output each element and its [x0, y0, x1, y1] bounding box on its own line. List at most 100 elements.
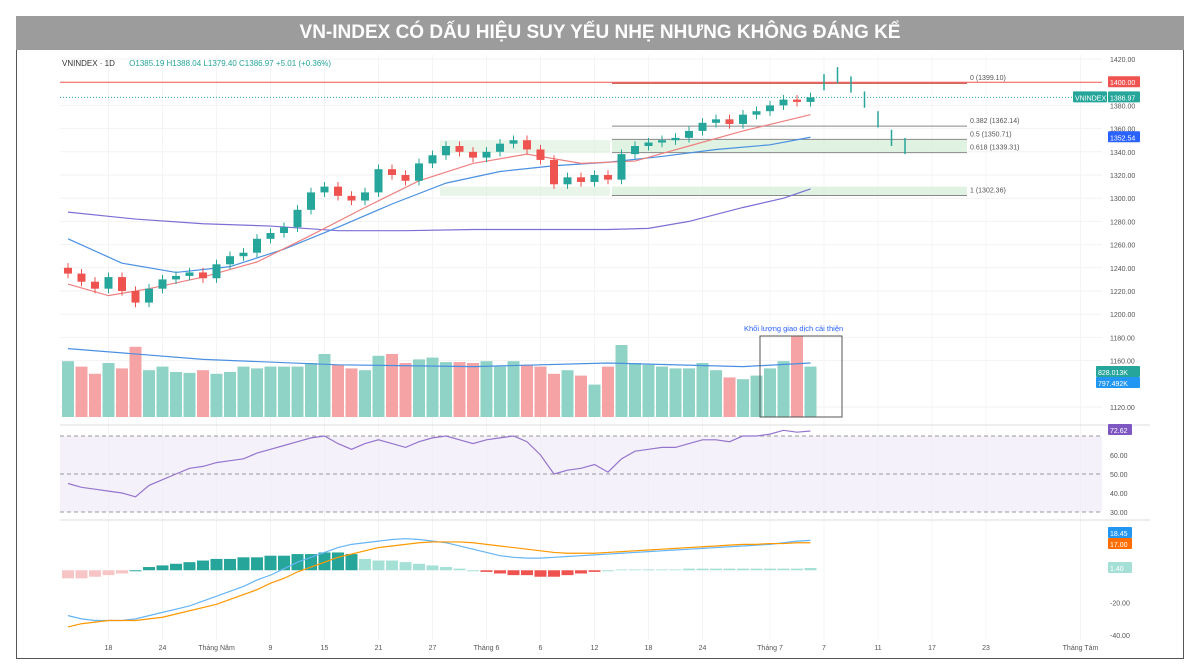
volume-bar [318, 354, 331, 417]
candle-body [604, 175, 612, 180]
price-tick-label: 1300.00 [1110, 196, 1135, 203]
macd-tick-label: -20.00 [1110, 601, 1130, 608]
candle-body [658, 140, 666, 143]
macd-histogram-bar [521, 570, 533, 576]
macd-histogram-bar [75, 570, 88, 579]
volume-bar [521, 364, 533, 417]
volume-bar [507, 361, 520, 417]
rsi-tick-label: 50.00 [1110, 472, 1128, 479]
macd-histogram-bar [777, 568, 790, 571]
candle-body [590, 175, 599, 182]
candle-body [779, 99, 788, 106]
candle-body [563, 177, 572, 185]
volume-ma-tag: 797.492K [1098, 381, 1128, 388]
macd-signal-line [67, 541, 811, 628]
x-tick-label: 15 [321, 645, 329, 652]
chart-title: VN-INDEX CÓ DẤU HIỆU SUY YẾU NHẸ NHƯNG K… [16, 16, 1184, 50]
volume-bar [102, 363, 115, 417]
volume-bar [615, 345, 628, 417]
volume-bar [170, 372, 182, 417]
macd-histogram-bar [318, 552, 331, 571]
signal-value-tag-bg [1108, 538, 1132, 549]
x-tick-label: 12 [591, 645, 599, 652]
price-tick-label: 1120.00 [1110, 405, 1135, 412]
volume-ma-line [67, 348, 811, 368]
candle-body [536, 149, 545, 160]
x-tick-label: 18 [645, 645, 653, 652]
histogram-value-tag: 1.40 [1110, 566, 1124, 573]
candle-body [374, 169, 383, 193]
macd-histogram-bar [737, 568, 749, 571]
last-price-tag-bg [1108, 91, 1140, 103]
macd-histogram-bar [143, 567, 155, 571]
volume-bar [278, 366, 290, 417]
candle-body [752, 111, 761, 115]
candle-body [577, 177, 585, 182]
macd-histogram-bar [372, 560, 385, 571]
macd-histogram-bar [345, 554, 358, 571]
symbol-legend: VNINDEX · 1D O1385.19 H1388.04 L1379.40 … [62, 59, 331, 68]
macd-histogram-bar [237, 557, 250, 571]
macd-histogram-bar [264, 555, 277, 571]
macd-histogram-bar [507, 570, 520, 576]
macd-histogram-bar [575, 570, 587, 574]
volume-bar [62, 361, 74, 417]
volume-bar [710, 370, 722, 417]
macd-histogram-bar [440, 567, 452, 571]
candle-body [428, 155, 437, 164]
candle-body [617, 154, 626, 180]
candle-body [172, 275, 180, 280]
volume-bar [359, 370, 371, 417]
candle-body [226, 256, 234, 265]
volume-tag-bg [1096, 366, 1140, 377]
macd-histogram-bar [89, 570, 101, 577]
candle-body [212, 264, 221, 279]
volume-bar [764, 368, 776, 417]
candle-body [320, 186, 329, 193]
candle-body [104, 277, 113, 289]
last-price-tag: 1386.97 [1110, 95, 1135, 102]
macd-histogram-bar [561, 570, 574, 576]
volume-tag: 828.013K [1098, 370, 1128, 377]
support-zone [440, 186, 610, 196]
volume-ma-tag-bg [1096, 377, 1140, 388]
rsi-tick-label: 30.00 [1110, 510, 1128, 517]
volume-bar [89, 373, 101, 417]
price-tick-label: 1360.00 [1110, 127, 1135, 134]
macd-histogram-bar [251, 557, 263, 571]
candle-body [496, 143, 504, 152]
x-tick-label: 17 [928, 645, 936, 652]
candle-body [253, 238, 261, 253]
volume-bar [264, 366, 277, 417]
rsi-value-tag: 72.62 [1110, 428, 1128, 435]
volume-bar [156, 366, 169, 417]
price-tick-label: 1200.00 [1110, 312, 1135, 319]
macd-histogram-bar [116, 570, 128, 574]
candle-body [64, 267, 72, 274]
volume-bar [143, 370, 155, 417]
chart-frame [16, 50, 1184, 659]
volume-bar [548, 373, 560, 417]
volume-bar [372, 355, 385, 417]
macd-histogram-bar [804, 568, 817, 571]
candle-body [347, 195, 356, 201]
ema-mid-line [67, 136, 811, 274]
x-tick-label: 21 [375, 645, 383, 652]
fib-level-label: 0.618 (1339.31) [970, 145, 1019, 152]
volume-bar [129, 346, 142, 417]
signal-value-tag: 17.00 [1110, 542, 1128, 549]
candle-body [334, 186, 342, 196]
volume-bar [629, 363, 641, 417]
volume-bar [561, 370, 574, 417]
macd-histogram-bar [642, 569, 655, 571]
volume-bar [791, 336, 803, 417]
macd-histogram-bar [62, 570, 74, 579]
volume-bar [75, 366, 88, 417]
macd-histogram-bar [602, 570, 614, 572]
fib-level-label: 0 (1399.10) [970, 75, 1006, 82]
volume-bar [210, 373, 223, 417]
x-tick-label: 27 [429, 645, 437, 652]
price-tick-label: 1220.00 [1110, 289, 1135, 296]
macd-histogram-bar [197, 560, 209, 571]
